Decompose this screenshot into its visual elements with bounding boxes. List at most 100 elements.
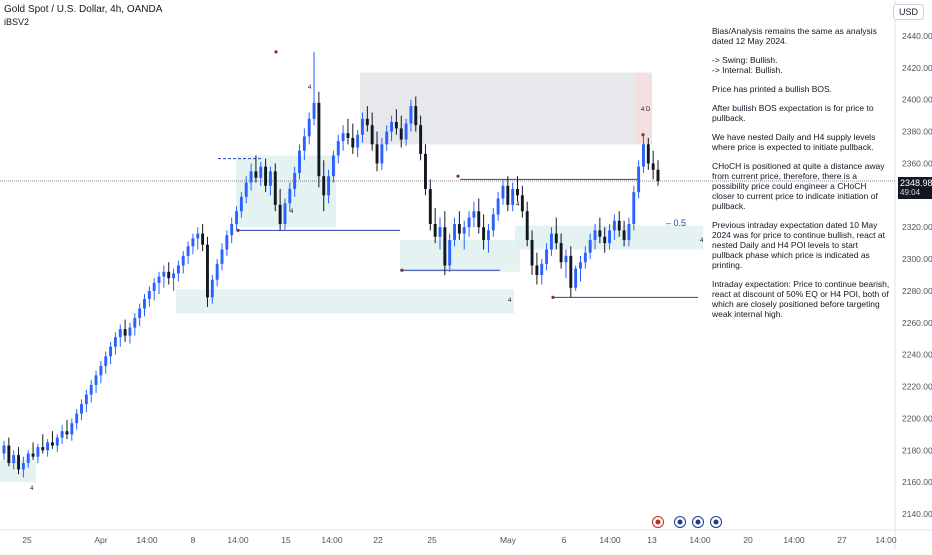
candle [162,271,166,277]
candle [210,279,214,298]
indicator-label[interactable]: iBSV2 [4,17,30,27]
candle [399,128,403,140]
x-tick-label: 27 [837,535,847,545]
candle [608,230,612,244]
candle [133,318,137,328]
y-tick-label: 2220.00 [902,382,932,392]
candle [409,106,413,124]
candle [109,346,113,357]
candle [99,365,103,376]
x-tick-label: 14:00 [689,535,711,545]
candle [646,144,650,164]
candle [249,171,253,183]
candle [7,445,11,464]
candle [302,136,306,151]
candle [60,431,64,438]
candle [612,220,616,231]
x-tick-label: 14:00 [599,535,621,545]
candle [496,198,500,215]
candle [70,423,74,435]
x-tick-label: Apr [94,535,107,545]
candle [482,227,486,240]
y-tick-label: 2320.00 [902,222,932,232]
candle [443,227,447,266]
swing-point [456,174,460,178]
zone-supply_daily [636,72,652,145]
candle [36,447,40,457]
zone-supply [360,72,652,145]
candle [520,195,524,212]
y-tick-label: 2300.00 [902,254,932,264]
candle [215,263,219,280]
candle [351,137,355,148]
candle [656,169,660,181]
candle [622,230,626,240]
bar-countdown: 49:04 [900,188,921,197]
candle [259,166,263,178]
candle [17,455,20,470]
candle [118,329,122,338]
note-previous: Previous intraday expectation dated 10 M… [712,220,885,270]
candle [462,227,466,234]
zone-tag-label: 4 [700,238,704,244]
candle [31,453,35,457]
candle [448,239,452,266]
candle [46,442,50,451]
symbol-title[interactable]: Gold Spot / U.S. Dollar, 4h, OANDA [4,4,163,15]
candle [569,255,573,288]
candle [128,327,132,336]
note-supply: We have nested Daily and H4 supply level… [712,132,876,152]
swing-point [400,268,404,272]
x-tick-label: 8 [191,535,196,545]
event-icon-dot [713,519,719,525]
candle [516,188,519,196]
candle [138,308,142,319]
y-tick-label: 2200.00 [902,413,932,423]
swing-point [641,133,645,137]
swing-point [551,295,555,299]
candle [346,133,350,138]
y-tick-label: 2160.00 [902,477,932,487]
candle [322,176,326,196]
candle [632,192,636,224]
candle [244,182,248,197]
candle [327,176,331,196]
candle [559,243,563,263]
candle [356,134,360,148]
candle [501,185,505,199]
candle [617,220,621,231]
zone-tag-label: 4 [508,298,512,304]
candle [254,171,258,178]
candle [453,224,456,240]
candle [196,233,200,239]
zone-tag-label: D [646,107,651,113]
candle [312,102,316,119]
candle [239,196,243,212]
currency-button[interactable]: USD [892,4,924,20]
candle [235,211,238,224]
x-tick-label: 14:00 [136,535,158,545]
candle [273,171,277,205]
candle [554,233,558,244]
candle [637,166,641,193]
x-tick-label: 20 [743,535,753,545]
candle [89,384,93,395]
candle [157,276,161,283]
candle [123,329,127,336]
candle [651,163,655,170]
y-tick-label: 2380.00 [902,127,932,137]
candle [433,224,437,237]
candle [172,273,176,279]
candle [472,211,476,218]
zone-tag-label: 4 [30,486,34,492]
zone-tag-label: 4 [516,202,520,208]
candle [80,404,83,414]
y-tick-label: 2420.00 [902,63,932,73]
candle [264,166,268,186]
candle [206,244,209,298]
y-tick-label: 2140.00 [902,509,932,519]
candle [394,122,398,129]
candle [549,233,553,250]
